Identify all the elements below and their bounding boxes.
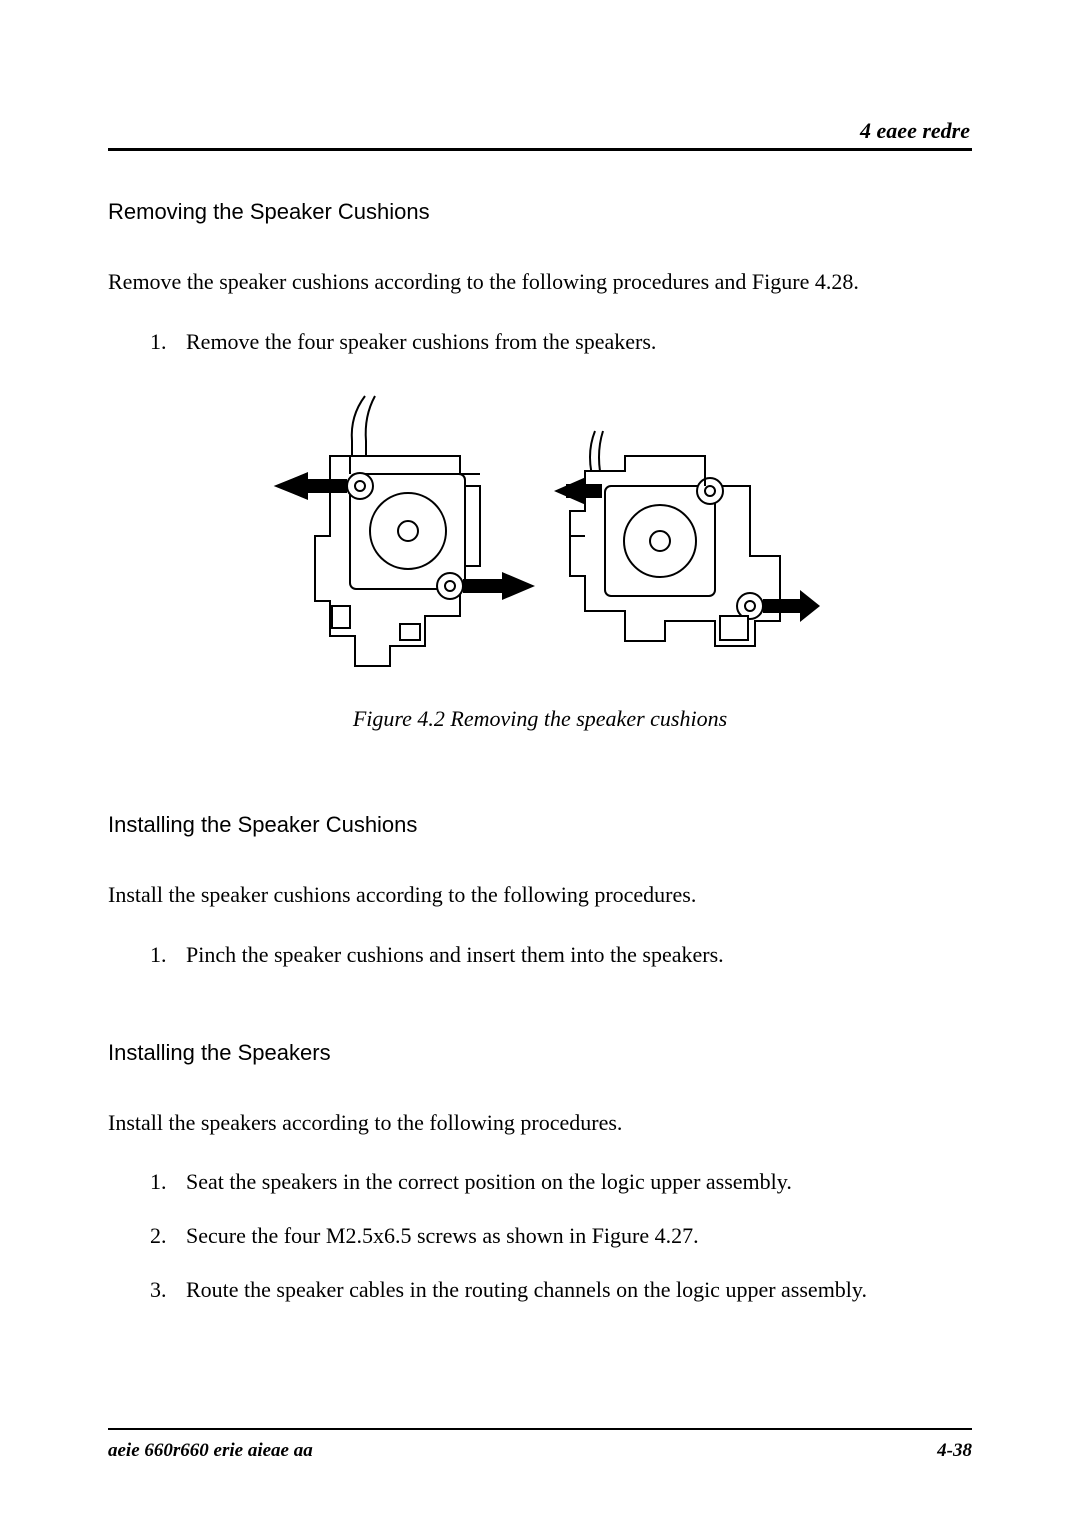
steps-install-speakers: 1. Seat the speakers in the correct posi… bbox=[108, 1167, 972, 1304]
steps-remove-cushions: 1. Remove the four speaker cushions from… bbox=[108, 327, 972, 357]
list-number: 1. bbox=[150, 940, 186, 970]
list-number: 3. bbox=[150, 1275, 186, 1305]
header-rule bbox=[108, 148, 972, 151]
figure-caption: Figure 4.2 Removing the speaker cushions bbox=[108, 706, 972, 732]
intro-install-speakers: Install the speakers according to the fo… bbox=[108, 1108, 972, 1138]
list-text: Secure the four M2.5x6.5 screws as shown… bbox=[186, 1221, 699, 1251]
footer-rule bbox=[108, 1428, 972, 1430]
figure-4-2 bbox=[108, 386, 972, 686]
page-footer: aeie 660r660 erie aieae aa 4-38 bbox=[108, 1428, 972, 1462]
section-title-install-speakers: Installing the Speakers bbox=[108, 1040, 972, 1066]
list-number: 1. bbox=[150, 327, 186, 357]
section-title-install-cushions: Installing the Speaker Cushions bbox=[108, 812, 972, 838]
list-number: 1. bbox=[150, 1167, 186, 1197]
intro-remove-cushions: Remove the speaker cushions according to… bbox=[108, 267, 972, 297]
section-title-remove-cushions: Removing the Speaker Cushions bbox=[108, 199, 972, 225]
chapter-header: 4 eaee redre bbox=[108, 118, 972, 144]
list-text: Seat the speakers in the correct positio… bbox=[186, 1167, 792, 1197]
list-item: 2. Secure the four M2.5x6.5 screws as sh… bbox=[150, 1221, 972, 1251]
list-text: Route the speaker cables in the routing … bbox=[186, 1275, 867, 1305]
list-number: 2. bbox=[150, 1221, 186, 1251]
footer-page-number: 4-38 bbox=[937, 1440, 972, 1462]
steps-install-cushions: 1. Pinch the speaker cushions and insert… bbox=[108, 940, 972, 970]
list-item: 1. Pinch the speaker cushions and insert… bbox=[150, 940, 972, 970]
list-item: 3. Route the speaker cables in the routi… bbox=[150, 1275, 972, 1305]
intro-install-cushions: Install the speaker cushions according t… bbox=[108, 880, 972, 910]
list-text: Pinch the speaker cushions and insert th… bbox=[186, 940, 724, 970]
list-item: 1. Seat the speakers in the correct posi… bbox=[150, 1167, 972, 1197]
footer-left: aeie 660r660 erie aieae aa bbox=[108, 1440, 313, 1462]
speaker-cushion-diagram bbox=[260, 386, 820, 686]
list-text: Remove the four speaker cushions from th… bbox=[186, 327, 656, 357]
list-item: 1. Remove the four speaker cushions from… bbox=[150, 327, 972, 357]
